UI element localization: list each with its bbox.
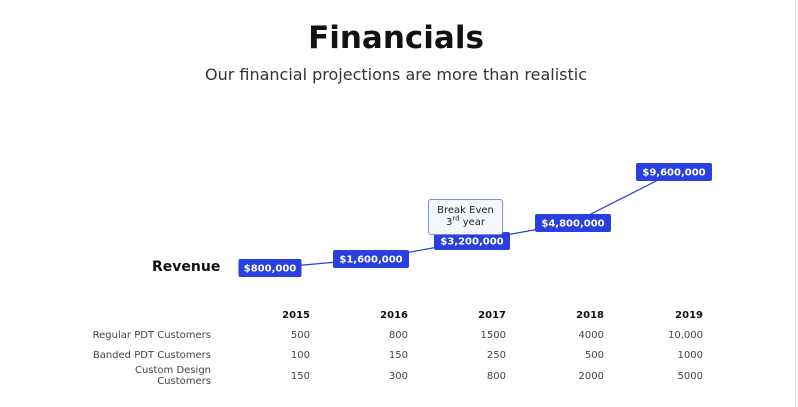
data-label-box <box>434 232 510 250</box>
table-cell: 150 <box>290 370 310 382</box>
data-label-2016: $1,600,000 <box>333 250 409 268</box>
table-cell: 150 <box>388 349 408 361</box>
table-cell: 800 <box>388 329 408 341</box>
table-cell: 300 <box>388 370 408 382</box>
row-label-custom: Custom Design Customers <box>134 365 211 387</box>
data-label-box <box>535 214 611 232</box>
break-even-callout: Break Even 3rd year <box>428 199 503 235</box>
break-even-line1: Break Even <box>437 205 494 216</box>
data-label-text: $4,800,000 <box>541 219 604 230</box>
break-even-line2: 3rd year <box>429 214 502 229</box>
revenue-row-title: Revenue <box>152 259 221 275</box>
table-cell: 4000 <box>578 329 604 341</box>
page-subtitle: Our financial projections are more than … <box>204 65 588 84</box>
break-even-ordinal-suffix: rd <box>452 214 460 223</box>
revenue-line-chart: $800,000 $1,600,000 $3,200,000 $4,800,000 $9… <box>238 163 712 277</box>
table-cell: 100 <box>290 349 310 361</box>
right-edge-divider <box>795 0 796 407</box>
table-cell: 1000 <box>677 349 703 361</box>
year-header-2018: 2018 <box>576 309 604 321</box>
data-label-2015: $800,000 <box>238 259 302 277</box>
table-row: Custom Design Customers 150 300 800 2000… <box>80 365 703 387</box>
table-cell: 1500 <box>480 329 506 341</box>
data-label-2018: $4,800,000 <box>535 214 611 232</box>
break-even-year-number: 3 <box>445 217 453 228</box>
row-label-banded: Banded PDT Customers <box>92 349 211 361</box>
year-header-2017: 2017 <box>478 309 506 321</box>
data-label-2017: $3,200,000 <box>434 232 510 250</box>
year-header-2015: 2015 <box>282 309 310 321</box>
table-cell: 500 <box>290 329 310 341</box>
table-header-blank <box>80 305 211 325</box>
data-label-text: $1,600,000 <box>339 255 402 266</box>
table-row: Banded PDT Customers 100 150 250 500 100… <box>80 345 703 365</box>
table-cell: 500 <box>584 349 604 361</box>
data-label-box <box>333 250 409 268</box>
table-row: Regular PDT Customers 500 800 1500 4000 … <box>80 325 703 345</box>
data-label-box <box>636 163 712 181</box>
data-label-text: $800,000 <box>244 264 297 275</box>
break-even-year-word: year <box>459 217 486 228</box>
table-cell: 5000 <box>677 370 703 382</box>
data-label-text: $9,600,000 <box>642 168 705 179</box>
data-label-2019: $9,600,000 <box>636 163 712 181</box>
table-cell: 10,000 <box>668 329 703 341</box>
row-label-regular: Regular PDT Customers <box>92 329 211 341</box>
data-label-box <box>238 259 302 277</box>
table-cell: 250 <box>486 349 506 361</box>
table-header-row: 2015 2016 2017 2018 2019 <box>80 305 703 325</box>
customer-metrics-table: 2015 2016 2017 2018 2019 Regular PDT Cus… <box>80 305 703 388</box>
year-header-2016: 2016 <box>380 309 408 321</box>
table-cell: 800 <box>486 370 506 382</box>
table-cell: 2000 <box>578 370 604 382</box>
page-title: Financials <box>308 20 484 56</box>
data-label-text: $3,200,000 <box>440 237 503 248</box>
year-header-2019: 2019 <box>675 309 703 321</box>
